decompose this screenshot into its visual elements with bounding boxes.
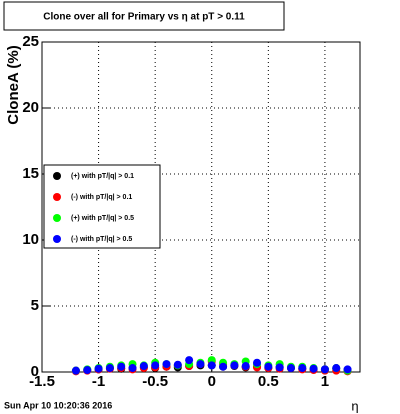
data-point [83,366,92,375]
y-tick-label: 20 [22,99,39,116]
data-point [241,362,250,371]
data-point [128,364,137,373]
data-point [320,365,329,374]
y-tick-label: 10 [22,231,39,248]
data-point [332,364,341,373]
data-point [185,356,194,365]
x-tick-label: 0.5 [258,373,279,390]
data-point [173,360,182,369]
data-point [117,362,126,371]
title-box [3,1,285,31]
data-point [139,362,148,371]
y-axis-label: CloneA (%) [5,45,22,124]
legend-box [43,164,161,249]
x-tick-label: 1 [321,373,329,390]
data-point [230,361,239,370]
legend-label: (-) with pT/|q| > 0.5 [71,236,132,243]
legend-label: (-) with pT/|q| > 0.1 [71,194,132,201]
data-point [162,360,171,369]
data-point [275,363,284,372]
data-point [253,358,262,367]
data-point [71,366,80,375]
x-tick-label: -1 [92,373,105,390]
data-point [343,365,352,374]
data-point [298,364,307,373]
plot-frame [41,41,361,373]
legend-marker [53,172,61,180]
y-tick-label: 15 [22,165,39,182]
legend-marker [53,193,61,201]
x-tick-label: 0 [208,373,216,390]
data-point [264,362,273,371]
legend-marker [53,214,61,222]
x-axis-label: η [351,398,358,413]
y-tick-label: 25 [22,33,39,50]
x-tick-label: -1.5 [29,373,55,390]
data-point [151,361,160,370]
data-point [207,361,216,370]
data-point [309,364,318,373]
data-point [105,364,114,373]
data-point [196,360,205,369]
timestamp: Sun Apr 10 10:20:36 2016 [4,400,112,410]
legend-label: (+) with pT/|q| > 0.5 [71,215,134,222]
data-point [94,364,103,373]
y-tick-label: 0 [31,363,39,380]
x-tick-label: -0.5 [142,373,168,390]
data-point [219,362,228,371]
chart-title: Clone over all for Primary vs η at pT > … [43,12,245,23]
y-tick-label: 5 [31,297,39,314]
legend-marker [53,235,61,243]
legend-label: (+) with pT/|q| > 0.1 [71,173,134,180]
data-point [286,364,295,373]
